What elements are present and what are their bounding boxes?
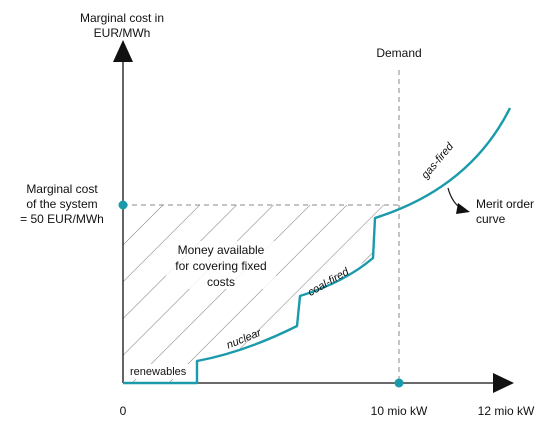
hatched-area — [123, 205, 398, 383]
merit-order-label-line2: curve — [476, 212, 506, 226]
y-axis-title-line1: Marginal cost in — [80, 11, 164, 25]
marginal-cost-label-line2: of the system — [26, 197, 97, 211]
x-axis-arrow — [493, 373, 514, 393]
marginal-cost-label-line3: = 50 EUR/MWh — [20, 212, 104, 226]
area-label-line2: for covering fixed — [175, 259, 266, 273]
x-tick-12-mio-kw: 12 mio kW — [478, 404, 535, 418]
merit-order-pointer-head — [456, 203, 470, 214]
renewables-label-backing — [127, 364, 195, 379]
area-label-backing — [166, 241, 276, 289]
x-tick-0: 0 — [120, 404, 127, 418]
segment-label-gas-fired: gas-fired — [419, 140, 456, 181]
demand-point — [394, 378, 404, 388]
segment-label-renewables: renewables — [130, 366, 187, 378]
marginal-cost-label-line1: Marginal cost — [26, 182, 98, 196]
area-label-line1: Money available — [178, 243, 265, 257]
y-axis-arrow — [113, 40, 133, 62]
area-label-line3: costs — [207, 275, 235, 289]
y-axis-title-line2: EUR/MWh — [94, 26, 151, 40]
x-tick-10-mio-kw: 10 mio kW — [371, 404, 428, 418]
demand-label: Demand — [376, 46, 421, 60]
marginal-cost-point — [118, 200, 128, 210]
merit-order-curve — [123, 107, 512, 385]
merit-order-label-line1: Merit order — [476, 197, 534, 211]
